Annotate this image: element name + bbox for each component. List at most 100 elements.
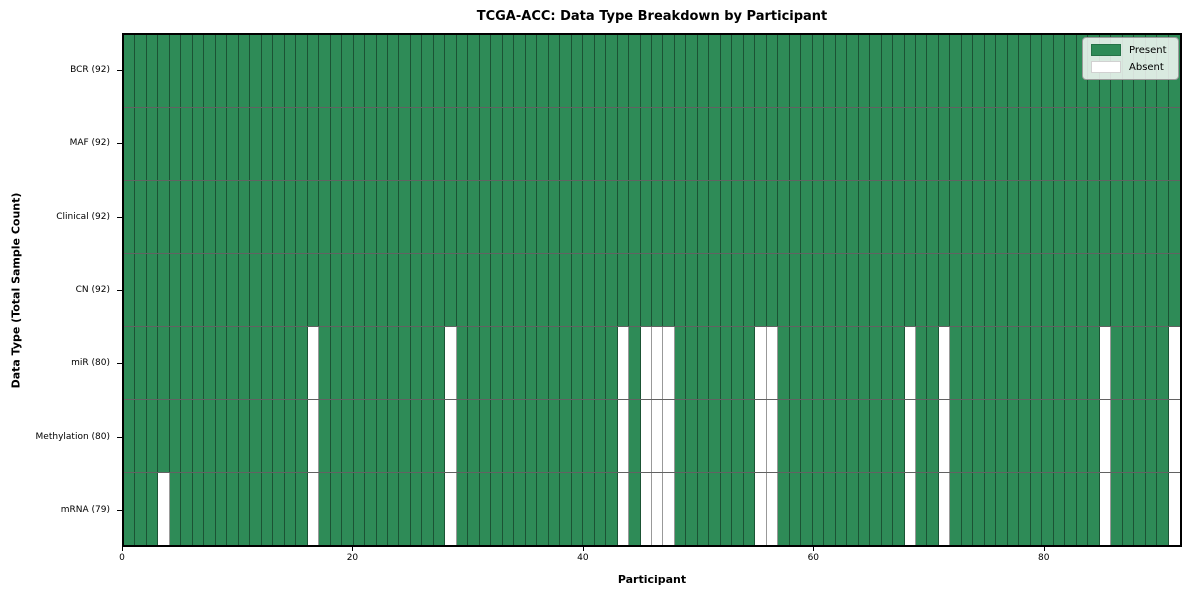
y-tick-label: MAF (92) (69, 138, 110, 149)
grid-cell (1042, 254, 1054, 326)
grid-cell (422, 473, 434, 545)
grid-cell (124, 35, 136, 107)
grid-cell (1088, 400, 1100, 472)
grid-cell (812, 254, 825, 326)
grid-cell (870, 400, 882, 472)
grid-cell (433, 108, 446, 180)
grid-cell (893, 181, 905, 253)
grid-cell (124, 181, 136, 253)
grid-cell (973, 327, 985, 399)
grid-cell (984, 400, 997, 472)
grid-cell (606, 327, 618, 399)
grid-cell (629, 108, 641, 180)
grid-cell (169, 108, 182, 180)
grid-cell (720, 473, 733, 545)
grid-cell (445, 473, 457, 545)
grid-cell (284, 181, 297, 253)
grid-cell (376, 254, 388, 326)
grid-cell (847, 35, 859, 107)
grid-cell (284, 327, 297, 399)
grid-cell (663, 327, 675, 399)
grid-cell (789, 327, 802, 399)
grid-cell (319, 254, 331, 326)
grid-cell (1065, 400, 1077, 472)
grid-cell (709, 400, 721, 472)
grid-cell (192, 473, 205, 545)
grid-cell (709, 473, 721, 545)
grid-cell (629, 254, 641, 326)
grid-cell (273, 400, 285, 472)
grid-cell (1168, 254, 1180, 326)
grid-cell (330, 181, 343, 253)
grid-cell (525, 108, 538, 180)
grid-cell (1099, 473, 1112, 545)
grid-cell (479, 254, 492, 326)
grid-cell (984, 108, 997, 180)
grid-cell (606, 473, 618, 545)
grid-cell (629, 35, 641, 107)
grid-cell (996, 254, 1008, 326)
grid-cell (927, 108, 939, 180)
legend-label-absent: Absent (1129, 61, 1164, 73)
x-tick-label: 80 (1038, 553, 1050, 563)
grid-cell (927, 254, 939, 326)
grid-cell (652, 254, 664, 326)
grid-cell (192, 108, 205, 180)
grid-cell (720, 254, 733, 326)
grid-cell (984, 181, 997, 253)
grid-cell (847, 254, 859, 326)
grid-cell (399, 254, 411, 326)
grid-cell (927, 181, 939, 253)
grid-cell (342, 181, 354, 253)
grid-cell (1168, 327, 1180, 399)
grid-cell (617, 35, 630, 107)
grid-cell (491, 327, 503, 399)
grid-cell (388, 254, 400, 326)
grid-cell (468, 473, 480, 545)
grid-cell (755, 108, 767, 180)
grid-cell (502, 254, 515, 326)
grid-cell (330, 327, 343, 399)
grid-cell (227, 181, 239, 253)
grid-cell (433, 327, 446, 399)
grid-cell (376, 327, 388, 399)
grid-cell (158, 473, 170, 545)
chart-title: TCGA-ACC: Data Type Breakdown by Partici… (476, 9, 828, 24)
grid-cell (916, 108, 928, 180)
grid-cell (1042, 400, 1054, 472)
grid-cell (273, 254, 285, 326)
grid-cell (938, 327, 951, 399)
grid-cell (548, 35, 561, 107)
grid-cell (766, 108, 779, 180)
grid-cell (365, 254, 377, 326)
grid-cell (410, 254, 423, 326)
grid-cell (330, 400, 343, 472)
grid-cell (778, 181, 790, 253)
grid-cell (204, 473, 216, 545)
grid-cell (617, 254, 630, 326)
grid-cell (916, 400, 928, 472)
grid-cell (640, 327, 652, 399)
grid-cell (537, 35, 549, 107)
grid-cell (146, 473, 159, 545)
grid-cell (938, 108, 951, 180)
grid-cell (1053, 108, 1066, 180)
grid-cell (720, 400, 733, 472)
grid-cell (720, 181, 733, 253)
grid-cell (537, 473, 549, 545)
grid-cell (227, 254, 239, 326)
grid-cell (525, 400, 538, 472)
grid-cell (181, 400, 193, 472)
grid-cell (491, 473, 503, 545)
grid-cell (169, 181, 182, 253)
grid-cell (858, 35, 871, 107)
grid-cell (916, 327, 928, 399)
grid-cell (927, 400, 939, 472)
grid-cell (996, 35, 1008, 107)
grid-cell (215, 35, 228, 107)
grid-cell (410, 35, 423, 107)
grid-cell (388, 108, 400, 180)
grid-cell (319, 108, 331, 180)
grid-cell (238, 327, 251, 399)
grid-cell (169, 254, 182, 326)
